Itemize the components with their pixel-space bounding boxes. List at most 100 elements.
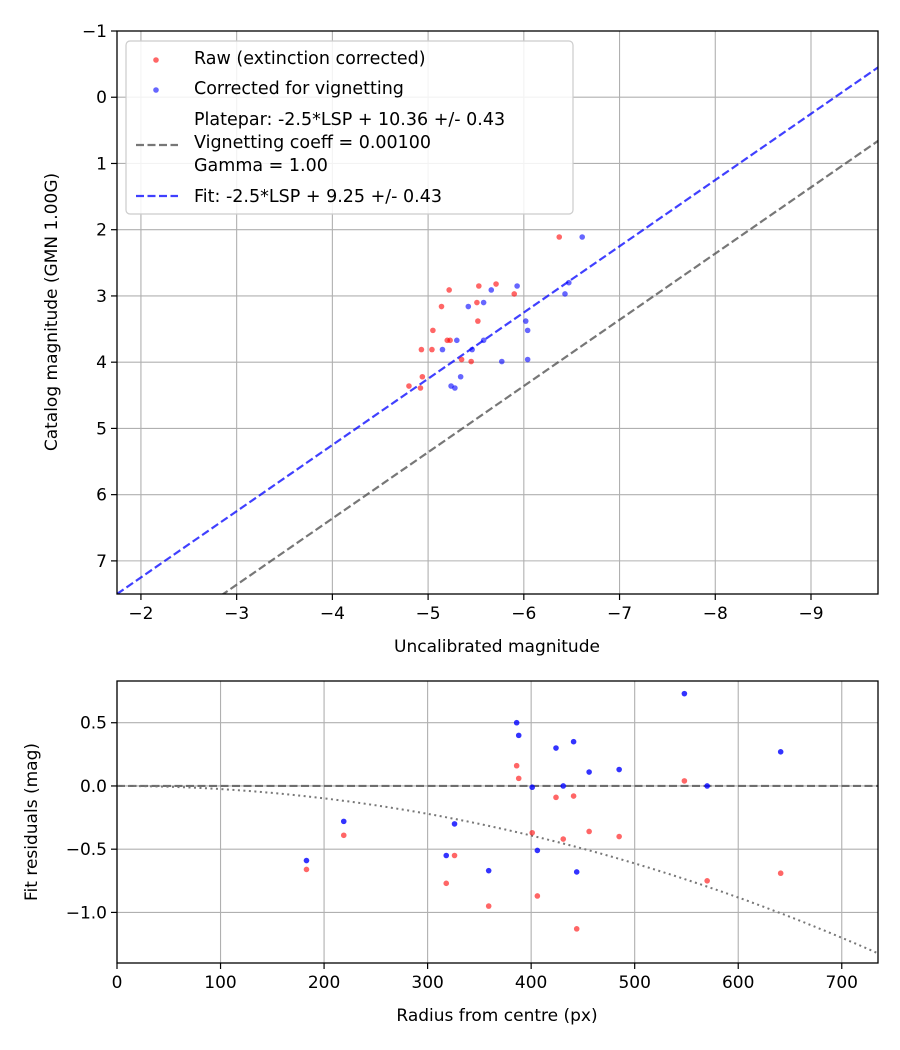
top-point-0 — [446, 287, 452, 293]
top-point-1 — [488, 287, 495, 293]
bottom-plot: 0 100 200 300 400 500 600 700 0.5 0.0 −0.5 −1.0 Rad… — [22, 680, 879, 1026]
bottom-axes-frame — [116, 680, 879, 964]
top-points — [406, 234, 586, 391]
bottom-lines — [117, 784, 878, 955]
bottom-point-0 — [443, 880, 450, 887]
top-point-1 — [457, 373, 464, 380]
top-dashed-line-2 — [221, 140, 878, 594]
top-point-1 — [562, 291, 568, 297]
top-point-0 — [438, 303, 445, 310]
bottom-x-axis-label: Radius from centre (px) — [396, 1006, 597, 1026]
bottom-point-0 — [340, 832, 347, 839]
bottom-x-tick-label: 600 — [722, 973, 754, 993]
top-point-0 — [556, 234, 563, 240]
bottom-point-1 — [586, 769, 592, 775]
top-point-0 — [458, 356, 465, 363]
bottom-x-tick-label: 500 — [618, 973, 650, 993]
legend-label-gamma: Gamma = 1.00 — [194, 156, 328, 176]
top-x-tick-label: −2 — [128, 604, 153, 624]
top-point-1 — [524, 356, 531, 363]
legend-marker-corrected — [153, 87, 159, 93]
top-point-0 — [429, 346, 435, 353]
top-ticks: −2 −3 −4 −5 −6 −7 −8 −9 −1 0 1 2 3 4 5 6 7 — [82, 22, 824, 624]
top-point-0 — [511, 291, 518, 297]
bottom-point-0 — [681, 778, 688, 784]
bottom-point-1 — [777, 749, 784, 755]
top-point-0 — [417, 385, 424, 391]
bottom-point-0 — [573, 926, 580, 932]
top-lines — [117, 66, 878, 594]
top-y-tick-label: 3 — [96, 287, 107, 307]
top-point-1 — [480, 299, 487, 306]
bottom-dotted-curve — [117, 784, 878, 955]
bottom-point-0 — [616, 833, 622, 840]
top-x-axis-label: Uncalibrated magnitude — [394, 637, 600, 657]
bottom-point-1 — [560, 783, 567, 789]
bottom-point-1 — [340, 818, 347, 825]
top-point-1 — [524, 327, 531, 334]
bottom-point-0 — [560, 836, 567, 842]
top-y-tick-label: 7 — [96, 552, 107, 572]
top-point-0 — [419, 373, 426, 380]
top-point-1 — [439, 346, 446, 353]
legend-marker-raw — [153, 57, 159, 63]
top-x-tick-label: −8 — [703, 604, 728, 624]
bottom-point-0 — [515, 775, 522, 782]
bottom-point-1 — [681, 690, 688, 697]
bottom-ticks: 0 100 200 300 400 500 600 700 0.5 0.0 −0.5 −1.0 — [66, 714, 858, 993]
bottom-x-tick-label: 200 — [308, 973, 340, 993]
top-y-tick-label: 6 — [96, 486, 107, 506]
bottom-grid — [116, 681, 878, 963]
bottom-point-0 — [704, 878, 710, 884]
bottom-x-tick-label: 0 — [112, 973, 123, 993]
top-axes-frame — [116, 30, 879, 595]
top-point-1 — [566, 279, 572, 286]
top-y-tick-label: 0 — [96, 88, 107, 108]
top-point-0 — [475, 318, 481, 324]
bottom-point-0 — [303, 866, 310, 873]
top-point-1 — [499, 358, 505, 365]
bottom-y-tick-label: 0.5 — [80, 714, 107, 734]
top-point-1 — [522, 318, 529, 324]
top-point-1 — [469, 346, 475, 353]
bottom-point-0 — [777, 870, 784, 877]
bottom-x-tick-label: 100 — [204, 973, 236, 993]
top-point-1 — [579, 234, 586, 240]
top-x-tick-label: −4 — [320, 604, 345, 624]
bottom-point-1 — [704, 783, 710, 789]
bottom-point-1 — [485, 867, 492, 874]
top-point-0 — [476, 283, 482, 289]
top-point-0 — [430, 327, 436, 334]
top-point-1 — [452, 385, 458, 391]
top-plot: −2 −3 −4 −5 −6 −7 −8 −9 −1 0 1 2 3 4 5 6 7 Uncalibrated … — [42, 22, 879, 657]
top-y-tick-label: 4 — [96, 353, 107, 373]
top-y-tick-label: 5 — [96, 419, 107, 439]
bottom-point-0 — [529, 829, 535, 836]
bottom-y-tick-label: −1.0 — [66, 903, 107, 923]
bottom-x-tick-label: 400 — [515, 973, 547, 993]
legend-label-platepar: Platepar: -2.5*LSP + 10.36 +/- 0.43 — [194, 110, 505, 130]
top-point-1 — [480, 337, 487, 344]
legend: Raw (extinction corrected) Corrected for… — [125, 40, 574, 215]
bottom-point-1 — [443, 852, 450, 859]
top-point-1 — [454, 337, 460, 344]
bottom-point-1 — [616, 766, 622, 773]
bottom-point-0 — [513, 762, 520, 769]
top-y-tick-label: 1 — [96, 154, 107, 174]
top-point-1 — [465, 303, 472, 310]
top-point-0 — [418, 346, 425, 353]
bottom-point-0 — [586, 828, 592, 835]
bottom-point-0 — [451, 852, 458, 859]
bottom-y-tick-label: 0.0 — [80, 777, 107, 797]
bottom-point-0 — [485, 903, 492, 909]
bottom-point-1 — [573, 869, 580, 875]
top-x-tick-label: −9 — [798, 604, 823, 624]
top-point-0 — [406, 383, 412, 389]
bottom-point-1 — [534, 847, 541, 854]
top-y-tick-label: 2 — [96, 221, 107, 241]
bottom-y-axis-label: Fit residuals (mag) — [22, 743, 42, 901]
bottom-x-tick-label: 300 — [411, 973, 443, 993]
top-y-axis-label: Catalog magnitude (GMN 1.00G) — [42, 173, 62, 451]
top-x-tick-label: −5 — [416, 604, 441, 624]
